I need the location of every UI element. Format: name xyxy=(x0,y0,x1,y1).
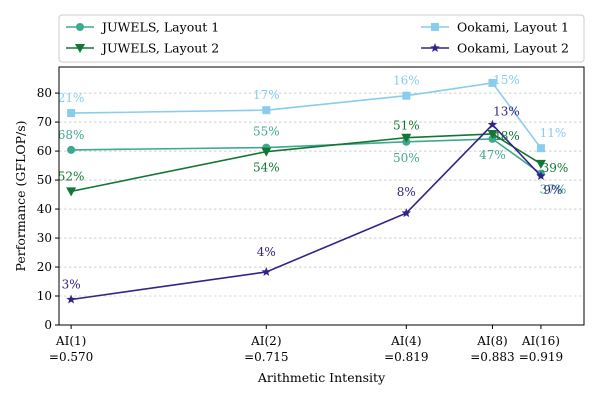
data-point xyxy=(401,208,412,218)
data-point xyxy=(66,187,77,197)
legend-marker xyxy=(430,43,440,53)
data-point xyxy=(536,144,545,153)
percent-label: 8% xyxy=(397,185,416,199)
data-point xyxy=(487,119,498,129)
percent-label: 39% xyxy=(542,161,569,175)
y-tick-label: 80 xyxy=(37,86,52,100)
legend-entry: Ookami, Layout 2 xyxy=(457,41,569,56)
x-tick-label: =0.715 xyxy=(244,350,288,364)
y-axis: 0 10 20 30 40 50 60 70 80 xyxy=(37,86,59,332)
data-point xyxy=(402,91,411,100)
series-line-1 xyxy=(70,133,542,193)
data-point xyxy=(66,294,76,304)
percent-label: 21% xyxy=(58,91,85,105)
plot-frame xyxy=(58,66,585,326)
percent-label: 51% xyxy=(393,119,420,133)
legend-entry: JUWELS, Layout 1 xyxy=(100,20,219,35)
series-layer xyxy=(66,78,546,304)
x-tick-label: AI(2) xyxy=(250,334,281,348)
percent-label: 48% xyxy=(493,129,520,143)
data-point xyxy=(488,78,497,87)
data-point xyxy=(401,133,412,143)
legend-entry: JUWELS, Layout 2 xyxy=(100,41,219,56)
percent-label: 55% xyxy=(253,125,280,139)
x-tick-label: =0.883 xyxy=(470,350,514,364)
data-point xyxy=(67,145,76,154)
x-tick-label: AI(1) xyxy=(55,334,86,348)
percent-label: 13% xyxy=(493,105,520,119)
percent-label: 9% xyxy=(543,183,562,197)
percent-label: 15% xyxy=(493,73,520,87)
data-point xyxy=(487,129,498,139)
percent-label: 52% xyxy=(58,169,85,183)
series-line-2 xyxy=(71,82,542,149)
y-tick-label: 60 xyxy=(37,144,52,158)
y-tick-label: 40 xyxy=(37,202,52,216)
data-point xyxy=(535,159,546,169)
percent-labels: 21% 17% 16% 15% 11% 68% 55% 50% 47% 37% 52% 54% 51% 4… xyxy=(58,73,568,292)
x-tick-label: =0.570 xyxy=(49,350,93,364)
y-tick-label: 20 xyxy=(37,260,52,274)
y-tick-label: 50 xyxy=(37,173,52,187)
y-tick-label: 30 xyxy=(37,231,52,245)
legend-entry: Ookami, Layout 1 xyxy=(457,20,569,35)
percent-label: 4% xyxy=(257,245,276,259)
series-line-0 xyxy=(71,138,542,175)
percent-label: 11% xyxy=(540,126,567,140)
data-point xyxy=(261,266,272,276)
legend-marker xyxy=(431,23,439,31)
legend-marker xyxy=(75,44,85,53)
percent-label: 47% xyxy=(479,148,506,162)
percent-label: 54% xyxy=(253,161,280,175)
x-tick-label: AI(8) xyxy=(476,334,507,348)
legend: JUWELS, Layout 1 JUWELS, Layout 2 Ookami, … xyxy=(58,14,585,63)
percent-label: 68% xyxy=(58,128,85,142)
x-axis: AI(1) =0.570 AI(2) =0.715 AI(4) =0.819 AI(8) =0… xyxy=(49,325,563,364)
y-tick-label: 0 xyxy=(44,318,52,332)
x-axis-title: Arithmetic Intensity xyxy=(257,370,386,385)
data-point xyxy=(536,171,546,181)
data-point xyxy=(261,147,272,157)
legend-box xyxy=(58,14,585,63)
percent-label: 17% xyxy=(253,88,280,102)
percent-label: 3% xyxy=(62,277,81,291)
x-tick-label: AI(16) xyxy=(521,334,560,348)
data-point xyxy=(262,106,271,115)
x-tick-label: =0.819 xyxy=(384,350,428,364)
y-tick-label: 10 xyxy=(37,289,52,303)
x-tick-label: =0.919 xyxy=(519,350,563,364)
percent-label: 50% xyxy=(393,151,420,165)
percent-label: 16% xyxy=(393,74,420,88)
y-grid xyxy=(59,92,584,297)
legend-marker xyxy=(76,23,84,31)
data-point xyxy=(67,109,76,118)
percent-label: 37% xyxy=(540,183,567,197)
y-tick-label: 70 xyxy=(37,115,52,129)
y-axis-title: Performance (GFLOP/s) xyxy=(13,120,28,271)
x-tick-label: AI(4) xyxy=(390,334,421,348)
